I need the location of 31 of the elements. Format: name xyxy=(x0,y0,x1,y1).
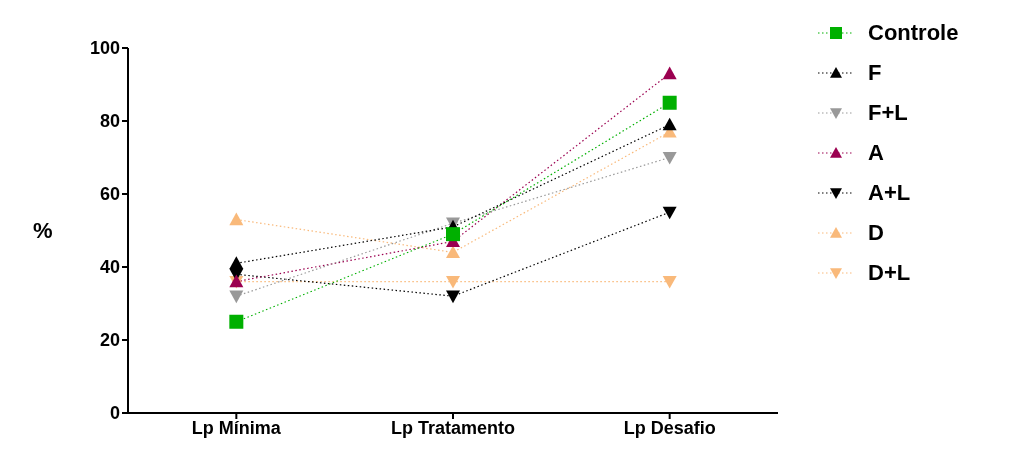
point xyxy=(229,212,244,226)
y-tick-label: 40 xyxy=(99,257,120,278)
legend-label: Controle xyxy=(868,20,959,46)
point xyxy=(662,276,677,289)
point xyxy=(229,290,244,304)
point xyxy=(229,256,244,269)
point xyxy=(662,117,677,131)
y-tick-label: 100 xyxy=(89,38,120,59)
y-tick-label: 80 xyxy=(99,111,120,132)
legend-label: A xyxy=(868,140,884,166)
y-tick-label: 20 xyxy=(99,330,120,351)
legend-label: D+L xyxy=(868,260,911,286)
point xyxy=(662,151,677,165)
y-tick-label: 60 xyxy=(99,184,120,205)
point xyxy=(446,245,460,258)
y-tick-label: 0 xyxy=(109,403,120,424)
y-axis-title: % xyxy=(33,218,53,244)
point xyxy=(446,227,460,242)
point xyxy=(446,276,460,289)
legend-label: F xyxy=(868,60,882,86)
x-tick-label: Lp Mínima xyxy=(191,417,282,438)
point xyxy=(662,95,677,110)
point xyxy=(662,66,677,80)
x-tick-label: Lp Tratamento xyxy=(390,417,516,438)
x-tick-label: Lp Desafio xyxy=(623,417,716,438)
point xyxy=(446,290,460,304)
legend-label: A+L xyxy=(868,180,911,206)
point xyxy=(229,314,244,329)
legend-label: D xyxy=(868,220,884,246)
legend-label: F+L xyxy=(868,100,908,126)
point xyxy=(662,206,677,220)
